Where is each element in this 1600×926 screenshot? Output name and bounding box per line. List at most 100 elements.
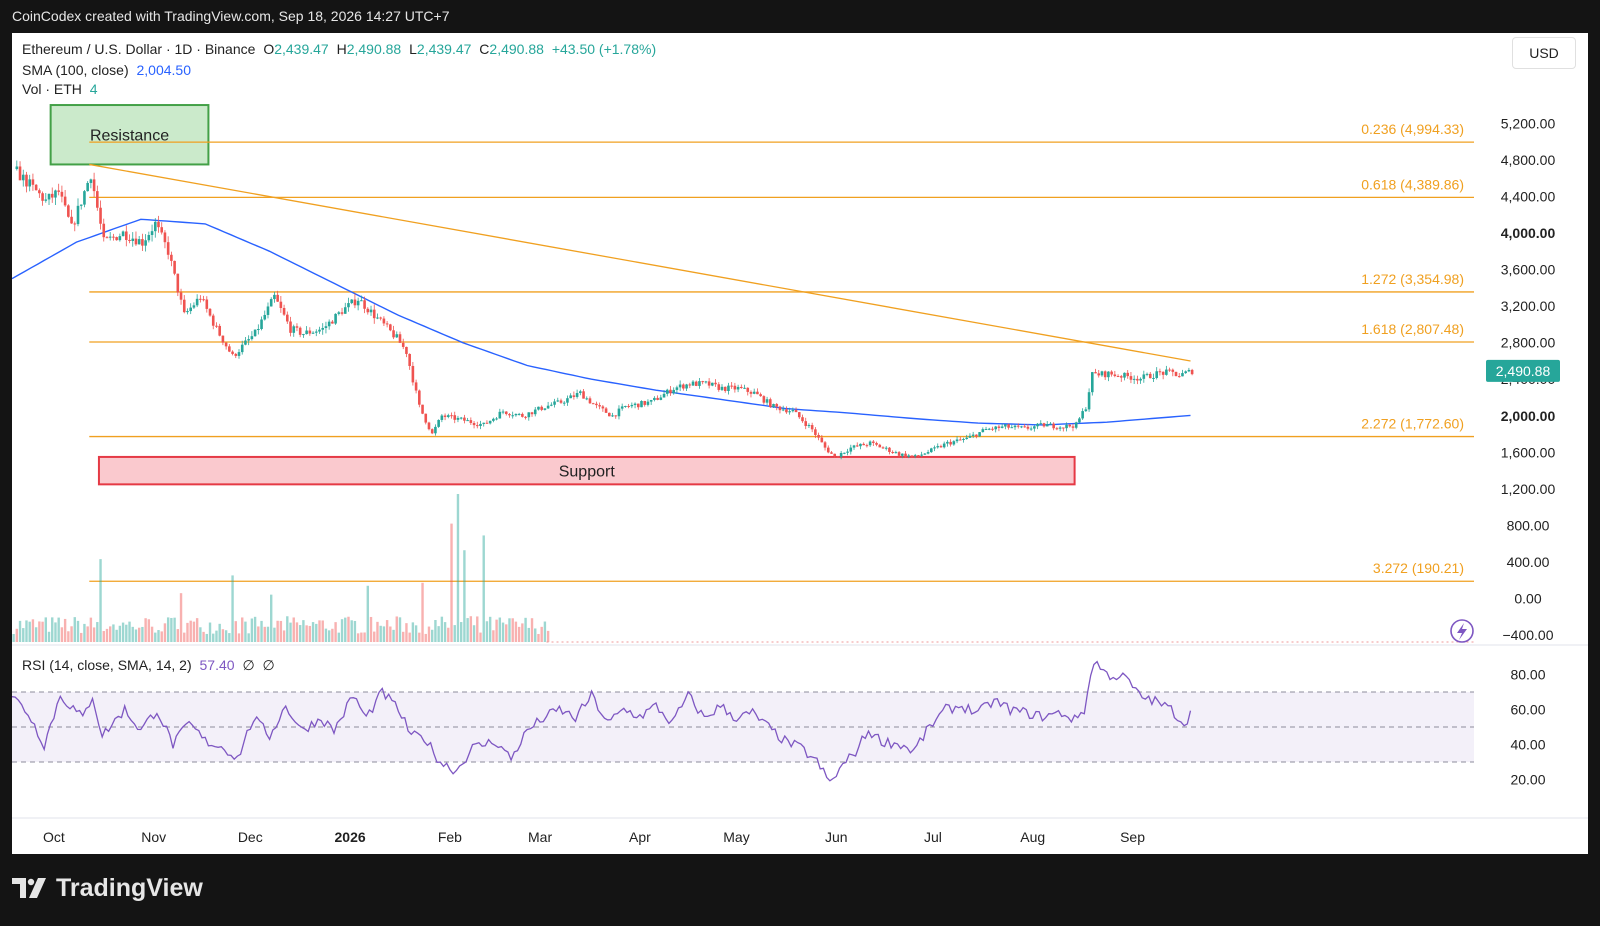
- tradingview-logo[interactable]: TradingView: [12, 874, 203, 903]
- volume-bar: [295, 622, 299, 642]
- candle-body: [533, 409, 537, 415]
- fib-label-2: 1.272 (3,354.98): [1361, 271, 1464, 287]
- candle-body: [86, 182, 89, 192]
- volume-bar: [218, 623, 221, 642]
- candle-body: [324, 326, 328, 328]
- candle-body: [923, 453, 927, 455]
- candle-body: [1058, 427, 1062, 429]
- volume-bar: [224, 630, 228, 642]
- candle-body: [1158, 371, 1162, 373]
- volume-bar: [102, 631, 105, 642]
- volume-bar: [456, 494, 460, 642]
- volume-bar: [179, 593, 183, 642]
- candle-body: [363, 300, 366, 309]
- symbol-title[interactable]: Ethereum / U.S. Dollar · 1D · Binance: [22, 41, 256, 57]
- volume-bar: [485, 621, 489, 642]
- candle-body: [942, 443, 946, 448]
- candle-body: [517, 413, 521, 415]
- candle-body: [170, 254, 173, 261]
- candle-body: [836, 456, 840, 458]
- time-tick-label: Feb: [438, 829, 462, 845]
- candle-body: [405, 346, 408, 354]
- volume-bar: [437, 626, 440, 642]
- candle-body: [540, 406, 543, 410]
- candle-body: [440, 415, 444, 420]
- volume-legend[interactable]: Vol · ETH 4: [22, 81, 102, 97]
- volume-bar: [537, 633, 540, 642]
- candle-body: [57, 190, 60, 192]
- volume-bar: [173, 617, 176, 642]
- candle-body: [1052, 423, 1055, 429]
- candle-body: [60, 191, 64, 197]
- candle-body: [1045, 424, 1049, 427]
- volume-bar: [360, 632, 363, 642]
- candle-body: [179, 292, 183, 300]
- candle-body: [933, 447, 936, 449]
- time-tick-label: May: [723, 829, 749, 845]
- candle-body: [910, 455, 914, 457]
- candle-body: [672, 389, 675, 394]
- candle-body: [1165, 369, 1168, 375]
- candle-body: [18, 166, 22, 181]
- chart-panel[interactable]: Resistance Support 0.236 (4,994.33) 0.618 (…: [12, 33, 1588, 854]
- candle-body: [1036, 423, 1039, 427]
- candle-body: [115, 237, 118, 241]
- candle-body: [253, 329, 257, 337]
- candle-body: [447, 415, 450, 417]
- volume-bar: [131, 626, 134, 642]
- candle-body: [691, 381, 695, 386]
- volume-bar: [144, 618, 147, 642]
- candle-body: [1190, 369, 1194, 375]
- candle-body: [546, 405, 550, 409]
- candle-body: [492, 418, 495, 421]
- currency-button[interactable]: USD: [1512, 37, 1576, 69]
- candle-body: [15, 166, 19, 170]
- candle-body: [269, 299, 273, 307]
- candle-body: [331, 321, 334, 324]
- candle-body: [34, 184, 38, 191]
- candle-body: [466, 420, 469, 422]
- volume-bar: [382, 626, 386, 642]
- candle-body: [624, 405, 627, 407]
- candle-body: [418, 390, 421, 405]
- candle-body: [83, 191, 86, 205]
- candle-body: [962, 438, 965, 440]
- volume-bar: [305, 625, 308, 642]
- candle-body: [1161, 371, 1165, 375]
- volume-bar: [215, 630, 218, 642]
- candle-body: [244, 340, 247, 345]
- sma-value: 2,004.50: [136, 62, 192, 78]
- volume-bar: [125, 624, 128, 642]
- candle-body: [894, 452, 898, 454]
- volume-bar: [546, 630, 550, 642]
- candle-body: [450, 415, 453, 417]
- candle-body: [572, 395, 576, 397]
- candle-body: [756, 391, 759, 395]
- volume-bar: [86, 626, 89, 642]
- sma-legend[interactable]: SMA (100, close) 2,004.50: [22, 62, 195, 78]
- volume-bar: [76, 620, 80, 642]
- candle-body: [1068, 424, 1072, 427]
- volume-bar: [334, 622, 337, 642]
- candle-body: [1123, 372, 1126, 378]
- candle-body: [878, 444, 882, 448]
- candle-body: [240, 344, 244, 353]
- last-price-badge[interactable]: 2,490.88: [1486, 359, 1560, 382]
- volume-bar: [105, 628, 109, 642]
- candle-body: [153, 221, 157, 232]
- candle-body: [475, 425, 479, 427]
- volume-bar: [15, 628, 19, 642]
- candle-body: [366, 308, 370, 313]
- chart-canvas[interactable]: Resistance Support 0.236 (4,994.33) 0.618 (…: [12, 33, 1588, 854]
- rsi-legend[interactable]: RSI (14, close, SMA, 14, 2) 57.40 ∅ ∅: [22, 657, 279, 674]
- candle-body: [353, 299, 357, 306]
- price-tick-label: 3,200.00: [1501, 298, 1556, 314]
- candle-body: [730, 385, 733, 387]
- volume-bar: [263, 626, 266, 642]
- candle-body: [765, 399, 769, 403]
- candle-body: [28, 179, 31, 187]
- candle-body: [884, 447, 888, 449]
- candle-body: [682, 384, 685, 389]
- candle-body: [1084, 409, 1088, 412]
- volume-bar: [482, 535, 485, 642]
